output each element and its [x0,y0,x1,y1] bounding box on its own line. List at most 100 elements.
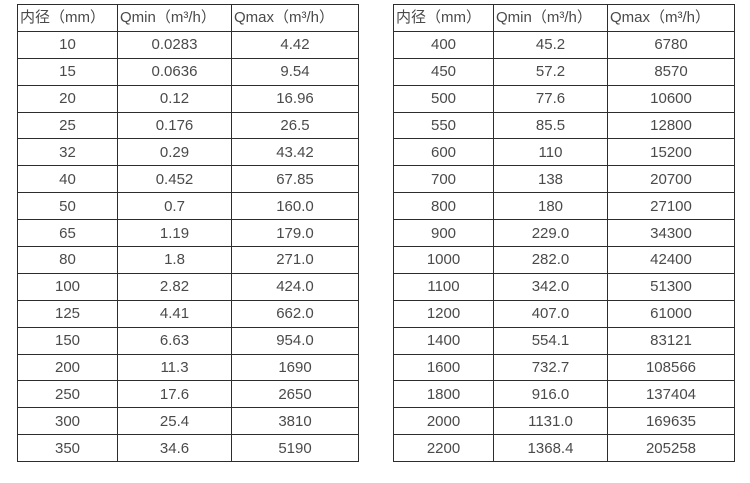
table-cell: 450 [393,57,494,86]
table-row: 1200 407.0 61000 [393,299,735,328]
table-cell: 0.176 [117,111,232,140]
table-cell: 169635 [607,407,735,436]
table-cell: 125 [17,299,118,328]
table-cell: 200 [17,353,118,382]
table-cell: 0.0283 [117,30,232,59]
table-cell: 42400 [607,246,735,274]
table-cell: 550 [393,111,494,140]
table-cell: 40 [17,165,118,194]
table-row: 80 1.8 271.0 [17,246,359,274]
table-cell: 424.0 [231,272,359,301]
table-row: 800 180 27100 [393,192,735,221]
table-cell: 250 [17,380,118,409]
table-row: 125 4.41 662.0 [17,299,359,328]
table-cell: 17.6 [117,380,232,409]
table-cell: 916.0 [493,380,608,409]
table-cell: 271.0 [231,246,359,274]
table-row: 250 17.6 2650 [17,380,359,409]
table-row: 600 110 15200 [393,138,735,167]
table-row: 10 0.0283 4.42 [17,30,359,59]
table-row: 40 0.452 67.85 [17,165,359,194]
table-cell: 57.2 [493,57,608,86]
table-cell: 50 [17,192,118,221]
table-cell: 1100 [393,272,494,301]
table-cell: 662.0 [231,299,359,328]
table-row: 2000 1131.0 169635 [393,407,735,436]
table-cell: 83121 [607,326,735,355]
table-row: 500 77.6 10600 [393,84,735,113]
table-row: 50 0.7 160.0 [17,192,359,221]
table-cell: 0.452 [117,165,232,194]
table-row: 1100 342.0 51300 [393,272,735,301]
table-cell: 15200 [607,138,735,167]
flow-rate-tables: 内径（mm） Qmin（m³/h） Qmax（m³/h） 10 0.0283 4.4… [17,4,735,463]
table-cell: 34300 [607,219,735,248]
table-row: 150 6.63 954.0 [17,326,359,355]
column-header-qmin: Qmin（m³/h） [493,4,608,32]
table-body: 10 0.0283 4.42 15 0.0636 9.54 20 0.12 16.96 25 0.1… [17,30,359,463]
table-row: 200 11.3 1690 [17,353,359,382]
table-cell: 2.82 [117,272,232,301]
table-cell: 300 [17,407,118,436]
table-cell: 160.0 [231,192,359,221]
table-row: 15 0.0636 9.54 [17,57,359,86]
table-cell: 282.0 [493,246,608,274]
table-cell: 2200 [393,434,494,463]
table-row: 32 0.29 43.42 [17,138,359,167]
table-cell: 1000 [393,246,494,274]
table-cell: 229.0 [493,219,608,248]
table-row: 350 34.6 5190 [17,434,359,463]
table-cell: 0.0636 [117,57,232,86]
table-cell: 800 [393,192,494,221]
table-row: 1800 916.0 137404 [393,380,735,409]
column-header-qmax: Qmax（m³/h） [607,4,735,32]
column-header-inner-diameter: 内径（mm） [393,4,494,32]
table-cell: 0.29 [117,138,232,167]
table-cell: 0.7 [117,192,232,221]
table-cell: 350 [17,434,118,463]
table-row: 450 57.2 8570 [393,57,735,86]
table-cell: 108566 [607,353,735,382]
table-cell: 27100 [607,192,735,221]
table-cell: 51300 [607,272,735,301]
table-cell: 6780 [607,30,735,59]
table-cell: 4.42 [231,30,359,59]
table-cell: 150 [17,326,118,355]
table-row: 400 45.2 6780 [393,30,735,59]
table-cell: 5190 [231,434,359,463]
table-cell: 61000 [607,299,735,328]
table-cell: 11.3 [117,353,232,382]
table-cell: 554.1 [493,326,608,355]
header-row: 内径（mm） Qmin（m³/h） Qmax（m³/h） [393,4,735,32]
table-row: 900 229.0 34300 [393,219,735,248]
table-cell: 1200 [393,299,494,328]
table-cell: 16.96 [231,84,359,113]
table-cell: 20 [17,84,118,113]
table-cell: 1.19 [117,219,232,248]
table-cell: 26.5 [231,111,359,140]
table-cell: 180 [493,192,608,221]
table-cell: 1131.0 [493,407,608,436]
table-row: 25 0.176 26.5 [17,111,359,140]
table-cell: 4.41 [117,299,232,328]
flow-table-right: 内径（mm） Qmin（m³/h） Qmax（m³/h） 400 45.2 6780… [393,4,735,463]
flow-table-left: 内径（mm） Qmin（m³/h） Qmax（m³/h） 10 0.0283 4.4… [17,4,359,463]
table-cell: 1400 [393,326,494,355]
table-cell: 9.54 [231,57,359,86]
table-cell: 0.12 [117,84,232,113]
table-cell: 45.2 [493,30,608,59]
table-cell: 1.8 [117,246,232,274]
table-row: 1400 554.1 83121 [393,326,735,355]
table-cell: 1800 [393,380,494,409]
table-cell: 20700 [607,165,735,194]
table-cell: 342.0 [493,272,608,301]
table-row: 65 1.19 179.0 [17,219,359,248]
table-row: 2200 1368.4 205258 [393,434,735,463]
table-row: 100 2.82 424.0 [17,272,359,301]
header-row: 内径（mm） Qmin（m³/h） Qmax（m³/h） [17,4,359,32]
table-cell: 3810 [231,407,359,436]
table-cell: 2000 [393,407,494,436]
table-cell: 500 [393,84,494,113]
table-cell: 15 [17,57,118,86]
table-cell: 65 [17,219,118,248]
